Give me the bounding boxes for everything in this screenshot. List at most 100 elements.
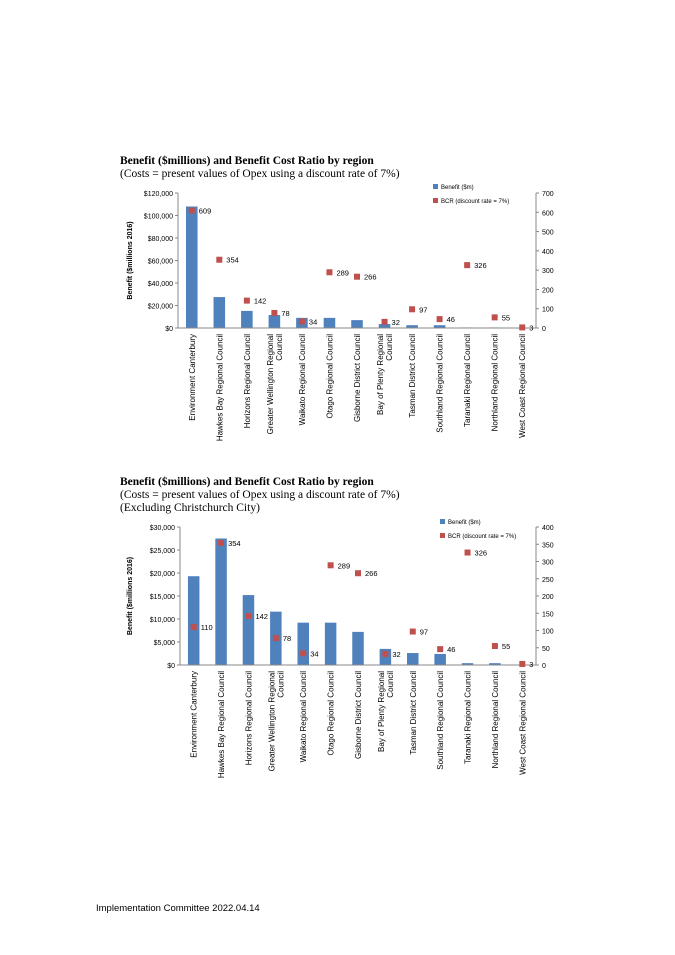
x-tick-label: Northland Regional Council (491, 334, 500, 432)
x-tick-label: Council (276, 671, 285, 698)
x-tick-label-group: Waikato Regional Council (299, 671, 308, 763)
chart-2-subtitle-line-2: (Excluding Christchurch City) (120, 502, 260, 514)
x-tick-label: Otago Regional Council (327, 671, 336, 756)
x-tick-label: Council (275, 334, 284, 361)
bcr-data-label: 354 (228, 539, 241, 548)
x-tick-label: Northland Regional Council (491, 671, 500, 769)
bcr-data-label: 34 (309, 317, 317, 326)
x-tick-label-group: Hawkes Bay Regional Council (215, 334, 224, 441)
chart-1-title: Benefit ($millions) and Benefit Cost Rat… (120, 155, 374, 167)
bar (378, 324, 391, 328)
y-tick-label: $30,000 (150, 525, 175, 532)
y2-tick-label: 400 (542, 525, 554, 532)
x-tick-label-group: Tasman District Council (408, 334, 417, 418)
y2-tick-label: 600 (542, 210, 554, 217)
x-tick-label: West Coast Regional Council (518, 671, 527, 775)
x-tick-label-group: Environment Canterbury (188, 334, 197, 421)
x-tick-label: Hawkes Bay Regional Council (217, 671, 226, 778)
y-tick-label: $0 (165, 326, 173, 333)
x-tick-label: Taranaki Regional Council (463, 334, 472, 427)
bar (407, 653, 419, 665)
y2-tick-label: 100 (542, 307, 554, 314)
x-tick-label: Bay of Plenty Regional (376, 334, 385, 415)
legend-swatch-bcr (440, 533, 445, 538)
bcr-marker (355, 570, 361, 577)
bcr-marker (327, 562, 334, 569)
y2-tick-label: 100 (542, 629, 554, 636)
bcr-marker (190, 624, 197, 631)
x-tick-label: Otago Regional Council (325, 334, 334, 419)
y-tick-label: $15,000 (150, 594, 175, 601)
bcr-data-label: 266 (364, 273, 377, 282)
bar (461, 663, 474, 665)
x-tick-label: Southland Regional Council (436, 334, 445, 433)
x-tick-label-group: Tasman District Council (409, 671, 418, 755)
x-tick-label: Waikato Regional Council (299, 671, 308, 763)
legend-label-bcr: BCR (discount rate = 7%) (448, 534, 516, 540)
bar (241, 310, 253, 328)
footer-text: Implementation Committee 2022.04.14 (96, 903, 260, 914)
bcr-marker (437, 646, 444, 653)
bcr-data-label: 3 (529, 660, 533, 669)
bcr-marker (409, 306, 416, 313)
bcr-marker (300, 650, 307, 657)
legend-swatch-bar (433, 184, 438, 189)
bcr-marker (354, 273, 360, 280)
x-tick-label-group: Taranaki Regional Council (463, 334, 472, 427)
bcr-data-label: 289 (338, 561, 351, 570)
y2-tick-label: 200 (542, 287, 554, 294)
bcr-data-label: 55 (502, 642, 510, 651)
x-tick-label: Bay of Plenty Regional (377, 671, 386, 752)
y2-tick-label: 350 (542, 542, 554, 549)
x-tick-label-group: Greater Wellington Regional Council (266, 334, 284, 435)
bcr-data-label: 46 (447, 645, 455, 654)
y2-tick-label: 0 (542, 663, 546, 670)
x-tick-label-group: Horizons Regional Council (243, 334, 252, 428)
x-tick-label: Greater Wellington Regional (267, 671, 276, 772)
bcr-marker (243, 297, 250, 304)
bcr-data-label: 78 (283, 634, 291, 643)
x-tick-label: Tasman District Council (408, 334, 417, 418)
y-tick-label: $100,000 (144, 214, 173, 221)
y2-tick-label: 250 (542, 577, 554, 584)
x-tick-label-group: West Coast Regional Council (518, 334, 527, 438)
bcr-data-label: 354 (226, 256, 239, 265)
bcr-data-label: 110 (201, 623, 213, 632)
bcr-data-label: 142 (254, 297, 267, 306)
bar (268, 315, 281, 328)
chart-2: $0 $5,000 $10,000 $15,000 $20,000 $25,000 $30,… (127, 519, 554, 778)
legend-label-bar: Benefit ($m) (441, 185, 474, 191)
bcr-data-label: 266 (365, 569, 378, 578)
y2-tick-label: 300 (542, 268, 554, 275)
bcr-data-label: 97 (419, 305, 427, 314)
x-tick-label-group: Greater Wellington Regional Council (267, 671, 285, 772)
bar (215, 538, 227, 665)
bar (406, 325, 418, 328)
x-tick-label: Council (385, 334, 394, 361)
bar (185, 206, 198, 328)
y2-tick-label: 700 (542, 191, 554, 198)
x-tick-label: Gisborne District Council (353, 334, 362, 422)
chart-1: $0 $20,000 $40,000 $60,000 $80,000 $100,000 $1… (127, 184, 554, 441)
x-tick-label: Horizons Regional Council (244, 671, 253, 765)
bar (433, 325, 446, 328)
bcr-marker (409, 628, 416, 635)
x-tick-label-group: Southland Regional Council (436, 671, 445, 770)
bcr-data-label: 289 (336, 268, 349, 277)
chart-2-title: Benefit ($millions) and Benefit Cost Rat… (120, 476, 374, 488)
y2-tick-label: 300 (542, 560, 554, 567)
x-tick-label: Gisborne District Council (354, 671, 363, 759)
bar (213, 297, 226, 328)
y-tick-label: $40,000 (148, 281, 173, 288)
x-tick-label-group: Southland Regional Council (436, 334, 445, 433)
bcr-marker (245, 613, 252, 620)
x-tick-label-group: Taranaki Regional Council (464, 671, 473, 764)
bcr-data-label: 34 (310, 649, 318, 658)
bcr-marker (491, 643, 498, 650)
x-tick-label-group: Bay of Plenty Regional Council (376, 334, 394, 415)
bcr-marker (326, 269, 333, 276)
legend-label-bcr: BCR (discount rate = 7%) (441, 199, 509, 205)
x-tick-label-group: Otago Regional Council (325, 334, 334, 419)
y-tick-label: $20,000 (150, 571, 175, 578)
bcr-marker (271, 309, 278, 316)
